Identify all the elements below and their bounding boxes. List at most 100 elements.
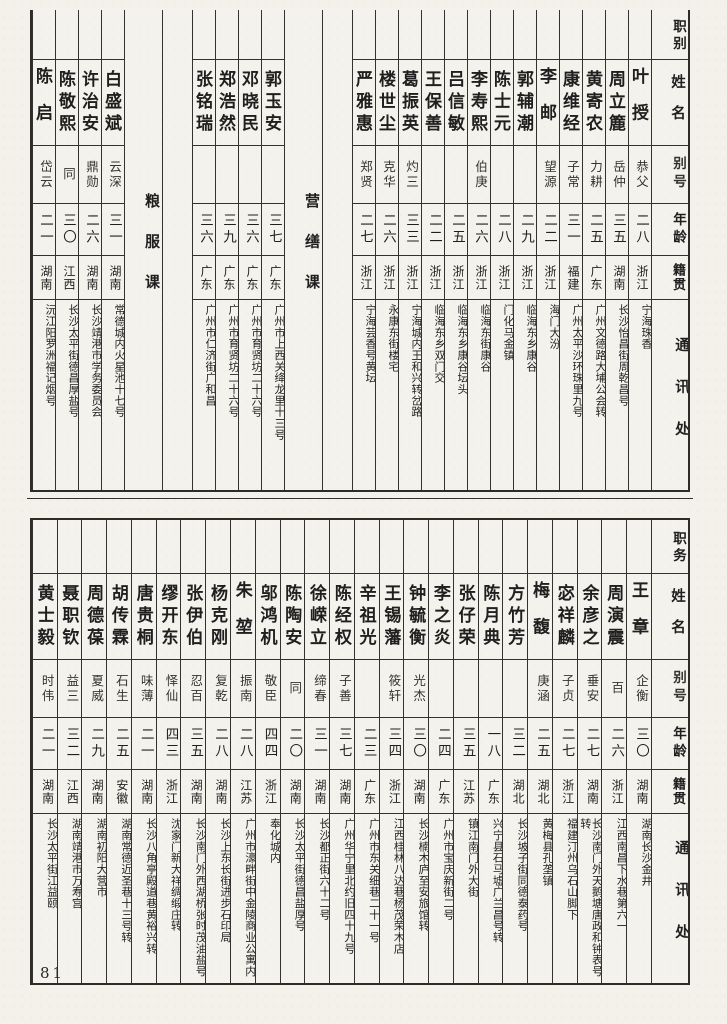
alias-cell <box>422 146 444 204</box>
name-cell: 李邮 <box>537 60 559 146</box>
person-column: 楼世尘 克华 二六 浙江 永康东街楼宅 <box>375 10 398 490</box>
duty-cell <box>107 520 131 574</box>
duty-cell <box>503 520 528 574</box>
name-cell: 许治安 <box>79 60 101 146</box>
duty-cell <box>239 10 261 60</box>
origin-cell: 浙江 <box>156 770 181 814</box>
age-cell: 二一 <box>32 718 57 770</box>
address-cell: 临海东街康谷 <box>479 304 490 372</box>
name-cell: 辛祖光 <box>354 574 379 660</box>
age-cell: 二六 <box>79 204 101 256</box>
name-cell: 陈经权 <box>330 574 354 660</box>
name-cell: 白盛斌 <box>102 60 124 146</box>
alias-cell <box>503 660 528 718</box>
address-cell: 常德城内火星池十七号 <box>113 304 124 418</box>
person-column: 周演震百二六 浙江 江西南昌下水巷第六一 <box>601 520 627 983</box>
age-cell: 二四 <box>429 718 453 770</box>
header-alias-label: 别号 <box>652 146 688 204</box>
age-cell: 二六 <box>376 204 398 256</box>
person-column: 唐贵桐 味薄 二一 湖南 长沙八角亭殿道巷黄裕兴转 <box>130 520 156 983</box>
person-column: 许治安 鼎勋 二六 湖南 长沙靖港市学务委员会 <box>78 10 101 490</box>
address-cell: 广州市东关细巷二十一号 <box>367 818 379 943</box>
alias-cell: 云深 <box>102 146 124 204</box>
person-column: 张伊伯 忍百 三五 湖南 长沙南门外西湖桥张时茂油盐号 <box>180 520 206 983</box>
alias-cell: 岱云 <box>33 146 55 204</box>
duty-cell <box>376 10 398 60</box>
duty-cell <box>181 520 206 574</box>
header-age-label: 年龄 <box>652 718 688 770</box>
address-cell: 宁海珠香 <box>640 304 651 350</box>
header-origin-label: 籍贯 <box>652 256 688 300</box>
age-cell: 三〇 <box>56 204 78 256</box>
person-column: 黄寄农 力耕 二五 广东 广州文德路大埔公会转 <box>582 10 605 490</box>
person-column: 白盛斌 云深 三一 湖南 常德城内火星池十七号 <box>101 10 124 490</box>
duty-cell <box>629 10 651 60</box>
origin-cell: 湖南 <box>181 770 206 814</box>
header-duty-label: 职务 <box>652 520 688 574</box>
origin-cell: 湖南 <box>577 770 602 814</box>
address-cell: 沈家门新大祥绸缎庄转 <box>169 818 181 932</box>
header-column: 职务 姓名 别号 年龄 籍贯 通讯处 <box>651 520 688 983</box>
header-address-label: 通讯处 <box>673 840 688 967</box>
name-cell: 吕信敏 <box>445 60 467 146</box>
origin-cell: 湖南 <box>280 770 305 814</box>
person-column: 郑浩然 三九 广东 广州市育贤坊二十六号 <box>215 10 238 490</box>
name-cell: 黄士毅 <box>32 574 57 660</box>
person-column: 陈陶安同二〇 湖南 长沙太平街德昌盐厚号 <box>279 520 305 983</box>
address-cell: 福建汀州乌石山脚下 <box>565 818 577 920</box>
address-cell: 江西桂林八达巷杨茂荣木店 <box>392 818 404 954</box>
address-cell: 长沙太平街德昌厚盐号 <box>67 304 78 418</box>
alias-cell: 伯庚 <box>468 146 490 204</box>
duty-cell <box>79 10 101 60</box>
age-cell: 三四 <box>379 718 404 770</box>
age-cell: 二二 <box>537 204 559 256</box>
alias-cell: 忍百 <box>181 660 206 718</box>
origin-cell: 江西 <box>57 770 82 814</box>
origin-cell: 浙江 <box>629 256 651 300</box>
origin-cell: 浙江 <box>353 256 375 300</box>
origin-cell: 湖北 <box>503 770 528 814</box>
duty-cell <box>33 10 55 60</box>
origin-cell: 湖北 <box>528 770 552 814</box>
alias-cell: 子常 <box>560 146 582 204</box>
age-cell: 二七 <box>577 718 602 770</box>
name-cell: 朱堃 <box>230 574 255 660</box>
name-cell: 陈敬熙 <box>56 60 78 146</box>
address-cell: 临海东乡康谷坛头 <box>456 304 467 395</box>
age-cell: 二五 <box>528 718 552 770</box>
name-cell: 张伊伯 <box>181 574 206 660</box>
person-column: 邬鸿机 敬臣 四四 浙江 奉化城内 <box>254 520 280 983</box>
age-cell: 二七 <box>552 718 577 770</box>
address-cell: 长沙靖港市学务委员会 <box>90 304 101 418</box>
person-column: 陈敬熙同三〇 江西 长沙太平街德昌厚盐号 <box>55 10 78 490</box>
origin-cell: 湖南 <box>131 770 156 814</box>
table-divider-rule <box>27 498 693 499</box>
section-column: 粮服课 <box>124 10 162 490</box>
age-cell: 二二 <box>422 204 444 256</box>
duty-cell <box>399 10 421 60</box>
name-cell: 周德葆 <box>82 574 107 660</box>
origin-cell: 湖南 <box>32 770 57 814</box>
alias-cell: 克华 <box>376 146 398 204</box>
person-column: 徐嵘立 缔春 三一 湖南 长沙都正街六十二号 <box>304 520 330 983</box>
person-column: 钟毓衡 光杰 三〇 湖南 长沙楠木庐至安旅馆转 <box>403 520 429 983</box>
origin-cell: 湖南 <box>404 770 429 814</box>
origin-cell: 湖南 <box>33 256 55 300</box>
person-column: 陈士元 二八 浙江 门化马金镇 <box>490 10 513 490</box>
person-column: 陈启 岱云 二一 湖南 沅江阳罗洲福记烟号 <box>32 10 55 490</box>
header-alias-label: 别号 <box>652 660 688 718</box>
address-cell: 江西南昌下水巷第六一 <box>615 818 627 932</box>
person-column: 辛祖光 二三 广东 广州市东关细巷二十一号 <box>353 520 379 983</box>
age-cell: 三九 <box>216 204 238 256</box>
duty-cell <box>468 10 490 60</box>
duty-cell <box>354 520 379 574</box>
origin-cell: 江西 <box>56 256 78 300</box>
person-column: 周立簏 岳仲 三五 湖南 长沙怡昌街周乾昌号 <box>605 10 628 490</box>
person-column: 杨克刚 复乾 二八 湖南 长沙上东长街进步石印局 <box>205 520 230 983</box>
age-cell: 三五 <box>606 204 628 256</box>
age-cell: 二八 <box>629 204 651 256</box>
person-column: 李寿熙 伯庚 二六 浙江 临海东街康谷 <box>467 10 490 490</box>
age-cell: 四四 <box>255 718 280 770</box>
origin-cell: 福建 <box>560 256 582 300</box>
age-cell: 二五 <box>583 204 605 256</box>
